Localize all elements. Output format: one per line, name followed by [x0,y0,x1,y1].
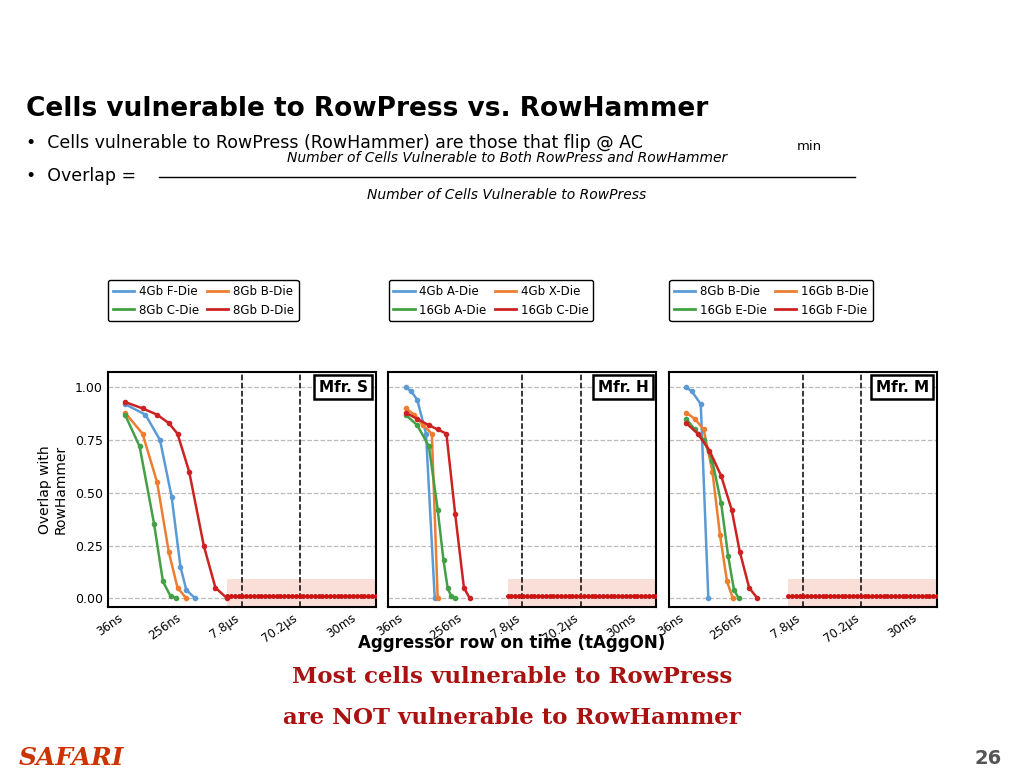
Text: Most cells vulnerable to RowPress: Most cells vulnerable to RowPress [292,666,732,688]
Text: Number of Cells Vulnerable to RowPress: Number of Cells Vulnerable to RowPress [368,188,646,203]
Text: min: min [797,140,822,153]
Y-axis label: Overlap with
RowHammer: Overlap with RowHammer [38,445,68,535]
Legend: 4Gb A-Die, 16Gb A-Die, 4Gb X-Die, 16Gb C-Die: 4Gb A-Die, 16Gb A-Die, 4Gb X-Die, 16Gb C… [389,280,593,321]
Bar [227,579,376,607]
Text: Mfr. H: Mfr. H [598,379,648,395]
Text: •  Cells vulnerable to RowPress (RowHammer) are those that flip @ AC: • Cells vulnerable to RowPress (RowHamme… [26,134,642,152]
Text: SAFARI: SAFARI [18,746,124,768]
Text: Mfr. M: Mfr. M [876,379,929,395]
Legend: 8Gb B-Die, 16Gb E-Die, 16Gb B-Die, 16Gb F-Die: 8Gb B-Die, 16Gb E-Die, 16Gb B-Die, 16Gb … [670,280,873,321]
Text: are NOT vulnerable to RowHammer: are NOT vulnerable to RowHammer [283,707,741,730]
Text: Cells vulnerable to RowPress vs. RowHammer: Cells vulnerable to RowPress vs. RowHamm… [26,96,708,122]
Text: Aggressor row on time (tAggON): Aggressor row on time (tAggON) [358,634,666,651]
Text: Difference Between RowPress and RowHammer (II): Difference Between RowPress and RowHamme… [13,17,860,46]
Legend: 4Gb F-Die, 8Gb C-Die, 8Gb B-Die, 8Gb D-Die: 4Gb F-Die, 8Gb C-Die, 8Gb B-Die, 8Gb D-D… [109,280,299,321]
Text: 26: 26 [974,749,1001,767]
Text: Number of Cells Vulnerable to Both RowPress and RowHammer: Number of Cells Vulnerable to Both RowPr… [287,151,727,165]
Bar [508,579,656,607]
Text: •  Overlap =: • Overlap = [26,167,141,185]
Bar [788,579,937,607]
Text: Mfr. S: Mfr. S [318,379,368,395]
